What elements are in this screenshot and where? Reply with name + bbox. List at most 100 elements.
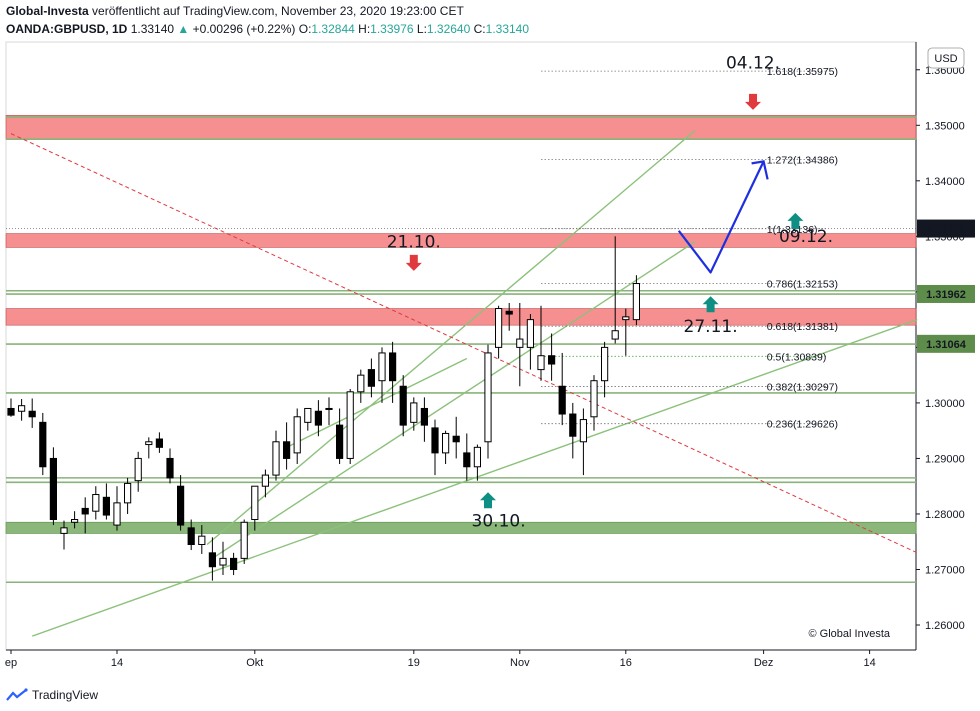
red-dashed-trend-line xyxy=(10,133,918,554)
currency-label: USD xyxy=(934,53,957,65)
tradingview-logo-icon xyxy=(6,688,28,701)
date-annotation: 21.10. xyxy=(387,232,441,252)
candle-body xyxy=(632,283,640,321)
candle-body xyxy=(92,494,100,512)
candle-body xyxy=(325,407,333,410)
candle-body xyxy=(60,527,68,534)
trend-channel-line xyxy=(286,357,468,448)
symbol-label[interactable]: OANDA:GBPUSD, 1D xyxy=(6,22,128,36)
red-resistance-zone xyxy=(5,114,917,140)
red-resistance-zone xyxy=(5,308,917,326)
plot-area xyxy=(5,41,917,651)
candle-body xyxy=(516,338,524,348)
candle-body xyxy=(611,330,619,340)
candle-body xyxy=(558,385,566,415)
copyright-label: © Global Investa xyxy=(809,628,891,640)
candle-body xyxy=(283,441,291,459)
candle-body xyxy=(346,391,354,459)
trend-channel-line xyxy=(212,241,696,559)
fib-level-label: 0.618(1.31381) xyxy=(767,321,838,333)
x-tick-label: 19 xyxy=(408,657,420,669)
candle-body xyxy=(484,352,492,443)
candle-body xyxy=(367,369,375,387)
candle-body xyxy=(590,380,598,418)
candle-body xyxy=(410,402,418,423)
candle-body xyxy=(124,482,132,504)
y-tick-label: 1.27000 xyxy=(925,564,965,576)
candle-body xyxy=(304,407,312,423)
candle-body xyxy=(7,407,15,416)
candle-body xyxy=(378,352,386,382)
candle-body xyxy=(495,308,503,348)
candle-body xyxy=(420,407,428,426)
price-axis-label: 1.31962 xyxy=(926,289,966,301)
open-value: 1.32844 xyxy=(311,22,355,36)
candle-body xyxy=(442,432,450,454)
candle-body xyxy=(39,421,47,468)
fib-level-label: 0.786(1.32153) xyxy=(767,278,838,290)
candle-body xyxy=(240,521,248,559)
candle-body xyxy=(81,507,89,515)
x-tick-label: Okt xyxy=(246,657,263,669)
trend-channel-line xyxy=(206,130,696,546)
x-tick-label: 16 xyxy=(620,657,632,669)
tradingview-footer[interactable]: TradingView xyxy=(6,684,98,706)
fib-level-label: 1.272(1.34386) xyxy=(767,154,838,166)
candle-body xyxy=(622,316,630,321)
date-annotation: 04.12. xyxy=(726,54,780,74)
open-label: O: xyxy=(298,22,312,36)
fib-level-label: 1.618(1.35975) xyxy=(767,66,838,78)
price-axis-label-box xyxy=(917,219,975,238)
price-axis-label-box xyxy=(917,334,975,353)
candle-body xyxy=(569,413,577,437)
trend-channel-line xyxy=(31,318,918,637)
arrow-up-icon xyxy=(480,492,496,509)
arrow-down-icon xyxy=(745,93,761,110)
x-tick-label: Dez xyxy=(754,657,774,669)
candle-body xyxy=(219,557,227,566)
candle-body xyxy=(187,527,195,546)
arrow-down-icon xyxy=(405,254,422,271)
candle-body xyxy=(134,457,142,482)
candle-body xyxy=(71,519,79,523)
low-label: L: xyxy=(416,22,427,36)
candle-body xyxy=(526,319,534,348)
candle-body xyxy=(293,416,301,454)
high-value: 1.33976 xyxy=(370,22,414,36)
price-axis-label: 1.33140 xyxy=(926,224,966,236)
candle-body xyxy=(548,355,556,365)
candle-body xyxy=(251,485,259,521)
publisher-name[interactable]: Global-Investa xyxy=(6,4,89,18)
candle-body xyxy=(505,310,513,315)
arrow-up-icon xyxy=(787,212,804,229)
x-tick-label: 14 xyxy=(863,657,875,669)
chart-header: Global-Investa veröffentlicht auf Tradin… xyxy=(6,2,464,20)
candle-body xyxy=(314,410,322,426)
close-value: 1.33140 xyxy=(485,22,530,36)
candle-body xyxy=(336,424,344,459)
candle-body xyxy=(49,457,57,521)
y-tick-label: 1.30000 xyxy=(925,398,965,410)
y-tick-label: 1.28000 xyxy=(925,509,965,521)
candle-body xyxy=(261,474,269,487)
low-value: 1.32640 xyxy=(426,22,471,36)
candle-body xyxy=(28,410,36,418)
candle-body xyxy=(177,485,185,526)
date-annotation: 09.12. xyxy=(779,227,833,247)
candle-body xyxy=(155,438,164,448)
fib-level-label: 0.5(1.30839) xyxy=(767,351,827,363)
x-tick-label: 14 xyxy=(111,657,123,669)
x-tick-label: Nov xyxy=(510,657,530,669)
price-change: +0.00296 (+0.22%) xyxy=(192,22,296,36)
price-axis-label-box xyxy=(917,284,975,303)
last-price: 1.33140 xyxy=(130,22,175,36)
candle-body xyxy=(463,452,471,468)
candle-body xyxy=(579,419,587,443)
candle-body xyxy=(145,441,153,446)
y-tick-label: 1.35000 xyxy=(925,120,965,132)
date-annotation: 30.10. xyxy=(472,512,526,532)
arrow-up-icon xyxy=(702,296,719,313)
currency-box xyxy=(927,47,965,69)
published-text: veröffentlicht auf TradingView.com, Nove… xyxy=(92,4,464,18)
